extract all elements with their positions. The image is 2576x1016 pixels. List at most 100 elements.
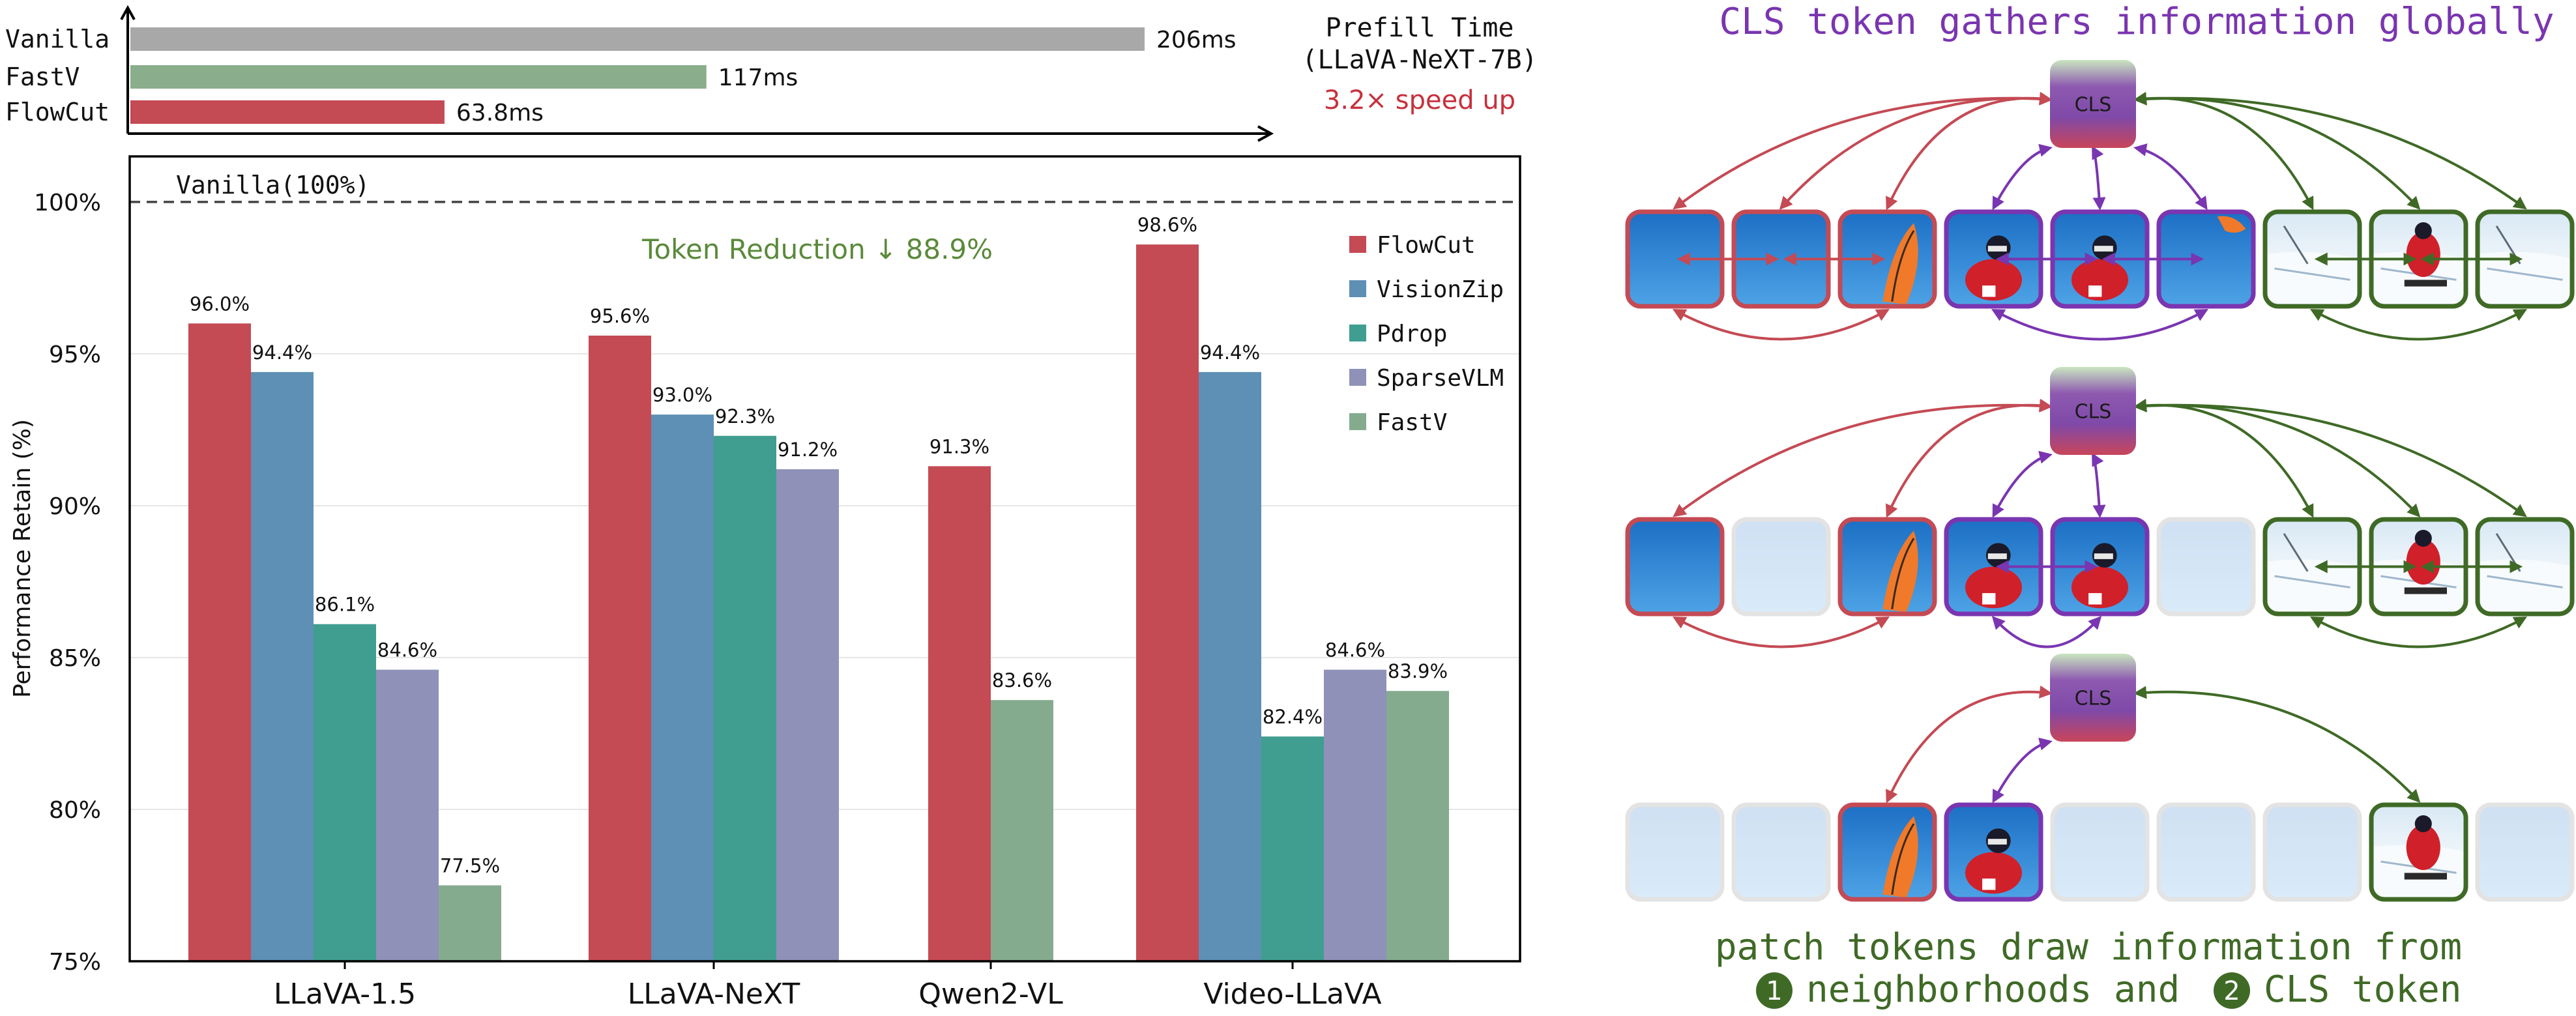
caption-number-badge-2 <box>2214 972 2250 1009</box>
prefill-bar-name-flowcut: FlowCut <box>5 98 110 126</box>
perf-plot-frame <box>128 155 1521 963</box>
snow-shadow <box>2283 532 2309 572</box>
perf-y-tick-label: 95% <box>49 341 101 368</box>
cls-arrow-green <box>2133 91 2314 210</box>
patch-image <box>1628 805 1722 899</box>
cls-label: CLS <box>2075 94 2112 117</box>
cls-box <box>2050 367 2136 455</box>
bar-sparsevlm-llava-next <box>776 469 839 961</box>
bar-label-pdrop-llava-1-5: 86.1% <box>315 594 375 616</box>
skier-board <box>2404 587 2447 594</box>
bar-label-pdrop-llava-next: 92.3% <box>715 405 775 428</box>
skier-body <box>2071 259 2128 301</box>
bar-flowcut-llava-1-5 <box>188 323 251 961</box>
prefill-axes <box>120 5 1274 142</box>
group-arc-red <box>1672 617 1890 648</box>
patch-fade-overlay <box>2159 519 2253 614</box>
cls-token: CLS <box>2050 60 2136 148</box>
patch-image <box>2265 805 2360 899</box>
skier-goggles <box>2094 246 2113 252</box>
patch-image <box>2159 519 2253 614</box>
group-arc-purple <box>1991 616 2102 648</box>
skier-helmet <box>2414 222 2432 240</box>
bar-label-sparsevlm-llava-next: 91.2% <box>778 439 838 461</box>
sky-background <box>1734 805 1828 899</box>
patch-token <box>2369 802 2468 902</box>
cls-arrow-green <box>2133 398 2314 518</box>
skier-bib <box>2088 593 2102 605</box>
diagram-row-2: CLS <box>1625 367 2575 648</box>
bar-fastv-video-llava <box>1386 691 1449 961</box>
patch-token <box>2475 802 2575 902</box>
cls-arrow-purple <box>1992 143 2053 210</box>
perf-y-axis-label: Performance Retain (%) <box>9 419 36 698</box>
kite-line <box>1891 230 1915 302</box>
prefill-bar-value-fastv: 117ms <box>718 65 798 91</box>
prefill-bar-vanilla <box>130 27 1145 51</box>
perf-y-tick-label: 90% <box>49 493 101 520</box>
sky-background <box>2159 805 2253 899</box>
bar-sparsevlm-video-llava <box>1324 669 1386 961</box>
bar-sparsevlm-llava-1-5 <box>376 669 439 961</box>
cls-arrow-purple <box>2133 143 2208 210</box>
bar-visionzip-llava-1-5 <box>251 371 314 961</box>
patch-token <box>1837 802 1937 902</box>
patch-token <box>1731 802 1831 902</box>
patch-fade-overlay <box>2159 805 2253 899</box>
patch-border-green <box>2262 802 2362 902</box>
legend-label-sparsevlm: SparseVLM <box>1377 365 1504 392</box>
prefill-bar-fastv <box>130 65 707 89</box>
group-arc-red <box>1672 309 1890 341</box>
perf-x-ticks: LLaVA-1.5 LLaVA-NeXT Qwen2-VL Video-LLaVA <box>274 961 1382 1011</box>
skier-goggles <box>1987 553 2007 559</box>
patch-image <box>2371 805 2466 899</box>
legend-swatch-visionzip <box>1349 280 1366 297</box>
bar-label-fastv-video-llava: 83.9% <box>1388 660 1448 682</box>
patch-token <box>1944 802 2043 902</box>
cls-token: CLS <box>2050 367 2136 455</box>
group-arc-green <box>2309 617 2528 648</box>
bar-label-sparsevlm-llava-1-5: 84.6% <box>377 639 437 661</box>
snow-ground <box>2371 845 2466 899</box>
legend-label-fastv: FastV <box>1377 409 1447 436</box>
diagram-row-3: CLS <box>1625 654 2575 902</box>
bar-label-visionzip-video-llava: 94.4% <box>1200 341 1260 364</box>
patch-border-purple <box>2156 517 2256 617</box>
cls-token: CLS <box>2050 654 2136 742</box>
bar-pdrop-video-llava <box>1261 736 1324 961</box>
prefill-bar-name-vanilla: Vanilla <box>5 25 110 53</box>
cls-diagram: CLS token gathers information globally C… <box>1625 1 2575 1011</box>
diagram-caption-line2: 1 neighborhoods and 2 CLS token <box>1756 968 2461 1011</box>
patch-image <box>2159 805 2253 899</box>
patch-border-red <box>1837 802 1937 902</box>
cls-arrow-purple <box>2092 145 2106 210</box>
bar-fastv-qwen2-vl <box>991 700 1053 961</box>
patch-border-purple <box>2156 802 2256 902</box>
skier-board <box>2404 873 2447 880</box>
skier-goggles <box>2094 553 2113 559</box>
patch-token <box>1837 517 1937 617</box>
patch-image <box>2053 805 2147 899</box>
patch-border-red <box>1731 802 1831 902</box>
sky-background <box>1628 805 1722 899</box>
prefill-bar-flowcut <box>130 100 445 124</box>
caption-number-1: 1 <box>1766 976 1782 1006</box>
skier-body <box>1965 566 2022 609</box>
vanilla-baseline-label: Vanilla(100%) <box>176 171 370 199</box>
diagram-rows: CLS CLS CLS <box>1625 60 2575 902</box>
legend-swatch-sparsevlm <box>1349 369 1366 386</box>
diagram-caption-line1: patch tokens draw information from <box>1715 926 2462 968</box>
patch-token <box>2050 802 2150 902</box>
perf-x-tick-label-llava-next: LLaVA-NeXT <box>628 978 800 1011</box>
bar-label-fastv-llava-1-5: 77.5% <box>440 854 500 877</box>
caption-part-1: neighborhoods and <box>1806 968 2180 1011</box>
bar-visionzip-video-llava <box>1199 371 1261 961</box>
perf-y-tick-label: 100% <box>34 190 101 216</box>
patch-token <box>2156 517 2256 617</box>
sky-background <box>2478 805 2572 899</box>
cls-arrow-green <box>2133 399 2527 517</box>
patch-image <box>1840 805 1935 899</box>
bar-label-sparsevlm-video-llava: 84.6% <box>1325 639 1385 661</box>
patch-image <box>1946 805 2041 899</box>
cls-box <box>2050 60 2136 148</box>
